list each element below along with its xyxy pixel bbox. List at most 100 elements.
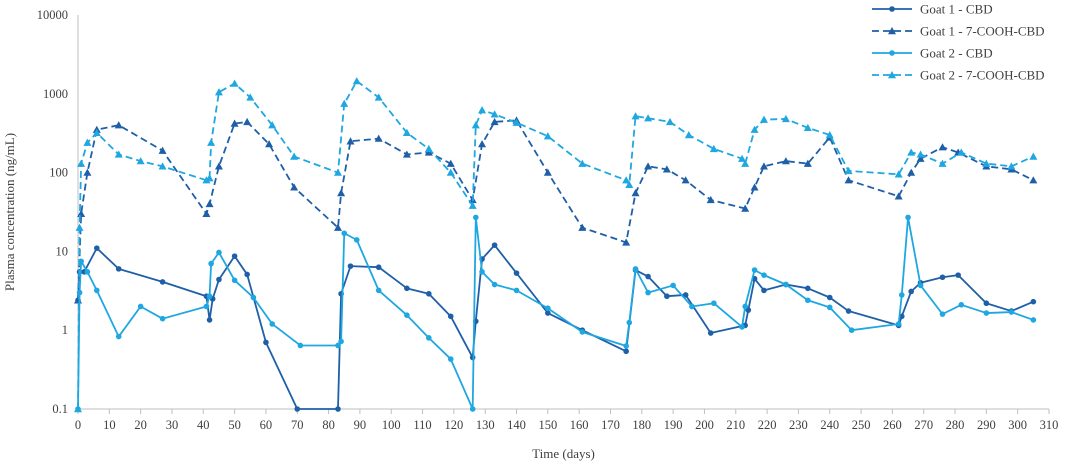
data-point xyxy=(491,281,498,288)
data-point xyxy=(478,140,487,148)
data-point xyxy=(751,267,758,273)
data-point xyxy=(741,204,750,212)
x-tick-label: 150 xyxy=(538,418,557,432)
data-point xyxy=(781,114,790,123)
y-axis-title: Plasma concentration (ng/mL) xyxy=(2,133,17,291)
data-point xyxy=(543,168,552,176)
data-point xyxy=(402,128,411,136)
data-point xyxy=(93,287,100,294)
data-point xyxy=(759,115,768,123)
data-point xyxy=(353,237,360,243)
data-point xyxy=(265,140,274,148)
data-point xyxy=(781,157,790,165)
data-point xyxy=(738,154,747,162)
data-point xyxy=(114,150,123,158)
data-point xyxy=(84,269,91,275)
tick-labels: 0 10 20 30 40 50 60 70 80 90 100 110 120 130 140 150 160… xyxy=(37,8,1059,432)
data-point xyxy=(894,170,903,178)
x-tick-label: 180 xyxy=(632,418,651,432)
data-point xyxy=(907,168,916,176)
data-point xyxy=(469,406,476,412)
data-point xyxy=(341,230,348,237)
x-tick-label: 90 xyxy=(354,418,367,432)
data-point xyxy=(1007,162,1016,170)
legend-item: Goat 2 - 7-COOH-CBD xyxy=(872,68,1045,83)
x-tick-label: 300 xyxy=(1008,418,1027,432)
series-line xyxy=(77,80,1034,410)
data-point xyxy=(745,307,752,313)
data-point xyxy=(263,339,269,346)
data-point xyxy=(478,106,487,114)
data-point xyxy=(479,269,485,275)
data-point xyxy=(1029,176,1038,184)
x-tick-label: 160 xyxy=(570,418,589,432)
data-point xyxy=(644,114,653,122)
data-point xyxy=(579,329,586,335)
data-point xyxy=(297,342,304,349)
data-point xyxy=(938,143,947,151)
data-point xyxy=(352,77,361,85)
data-point xyxy=(938,159,947,167)
data-point xyxy=(844,166,853,175)
data-point xyxy=(206,317,213,323)
data-point xyxy=(578,223,587,231)
data-point xyxy=(346,137,355,145)
data-point xyxy=(625,180,634,189)
data-point xyxy=(337,189,346,197)
data-point xyxy=(446,168,455,176)
data-point xyxy=(623,343,629,349)
legend-marker xyxy=(888,27,896,35)
data-point xyxy=(203,303,210,310)
data-point xyxy=(1030,298,1037,305)
data-point xyxy=(93,245,100,251)
data-point xyxy=(83,138,92,146)
data-point xyxy=(1029,152,1038,160)
data-point xyxy=(74,296,82,304)
x-tick-label: 260 xyxy=(883,418,902,432)
data-point xyxy=(665,117,674,126)
data-point xyxy=(214,162,223,170)
data-point xyxy=(75,223,84,231)
data-point xyxy=(114,121,123,129)
data-point xyxy=(707,330,714,336)
x-axis-title: Time (days) xyxy=(532,446,595,461)
data-point xyxy=(83,168,92,176)
data-point xyxy=(905,214,911,221)
data-point xyxy=(916,150,925,158)
data-point xyxy=(761,272,767,278)
data-point xyxy=(115,333,122,340)
x-tick-label: 210 xyxy=(726,418,745,432)
data-point xyxy=(805,285,811,292)
x-tick-label: 100 xyxy=(382,418,401,432)
data-point xyxy=(512,118,521,126)
data-point xyxy=(983,310,990,316)
data-point xyxy=(206,293,213,300)
data-point xyxy=(741,159,750,167)
data-point xyxy=(214,88,223,96)
data-point xyxy=(246,93,255,101)
data-point xyxy=(845,308,852,314)
x-tick-label: 0 xyxy=(75,418,81,432)
legend: Goat 1 - CBD Goat 1 - 7-COOH-CBD Goat 2 - … xyxy=(872,2,1045,83)
data-point xyxy=(230,119,239,127)
data-point xyxy=(543,132,552,140)
data-point xyxy=(759,162,768,170)
x-tick-label: 270 xyxy=(914,418,933,432)
data-point xyxy=(375,287,382,294)
data-point xyxy=(706,195,715,204)
data-point xyxy=(374,134,383,142)
legend-marker xyxy=(889,50,895,56)
legend-label: Goat 2 - CBD xyxy=(920,46,993,61)
data-point xyxy=(216,249,222,256)
x-tick-label: 310 xyxy=(1040,418,1059,432)
data-point xyxy=(115,266,122,272)
data-point xyxy=(761,287,767,294)
data-point xyxy=(545,305,551,312)
data-point xyxy=(957,148,966,156)
x-tick-label: 70 xyxy=(291,418,304,432)
data-point xyxy=(424,148,433,156)
data-point xyxy=(205,174,214,182)
data-point xyxy=(622,176,631,184)
